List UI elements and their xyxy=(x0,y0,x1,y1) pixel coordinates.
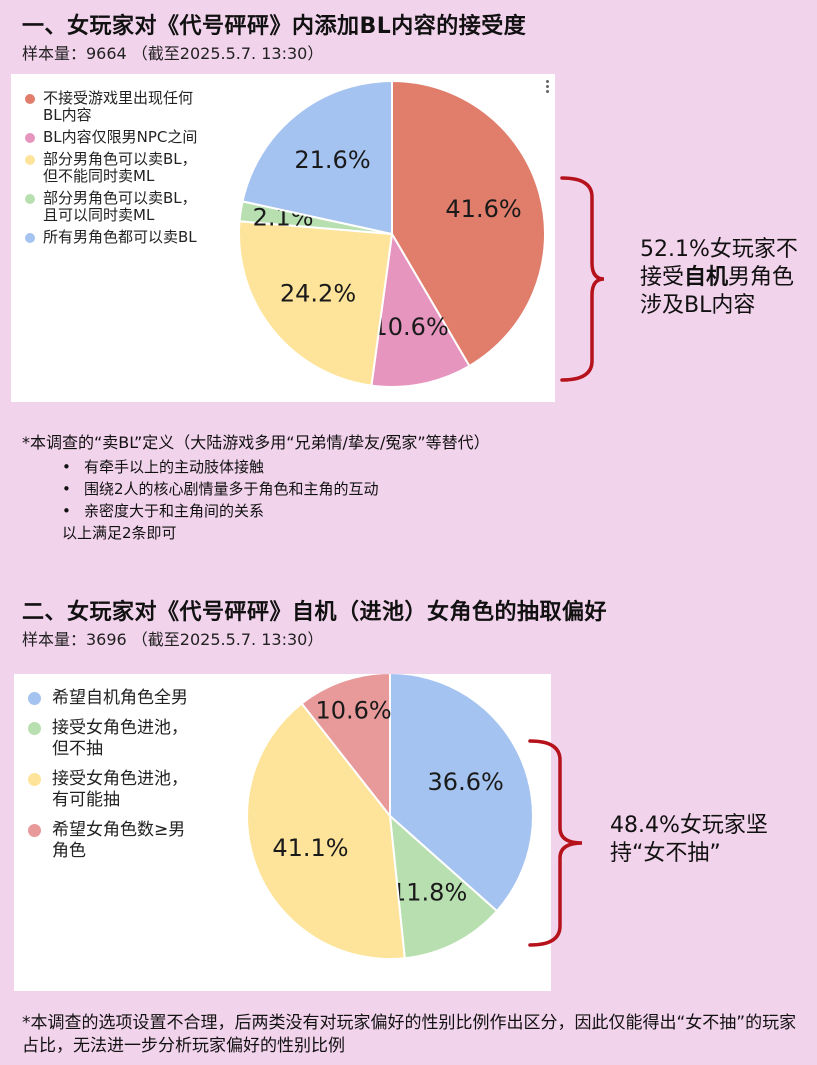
legend-label: 角色 xyxy=(52,841,86,861)
legend-swatch xyxy=(28,773,41,786)
legend-item[interactable]: 不接受游戏里出现任何 BL内容 xyxy=(25,90,235,124)
legend-label: 接受女角色进池， xyxy=(52,718,188,738)
chart2-panel: 希望自机角色全男 接受女角色进池， 但不抽 接受女角色进池， 有可能抽 希望女角色数≥男角… xyxy=(14,674,551,991)
legend-label: 但不能同时卖ML xyxy=(43,167,155,185)
more-options-icon[interactable] xyxy=(546,80,549,95)
legend-swatch xyxy=(25,194,35,204)
chart2-brace-icon xyxy=(528,739,583,947)
section2-title: 二、女玩家对《代号砰砰》自机（进池）女角色的抽取偏好 xyxy=(22,600,608,625)
chart2-legend: 希望自机角色全男 接受女角色进池， 但不抽 接受女角色进池， 有可能抽 希望女角色数≥男角… xyxy=(28,688,243,871)
chart1-pie: 41.6%10.6%24.2%2.1%21.6% xyxy=(238,79,546,388)
definition-item: 有牵手以上的主动肢体接触 xyxy=(62,456,379,478)
slice-value-label: 41.1% xyxy=(272,834,348,862)
legend-label: 接受女角色进池， xyxy=(52,769,188,789)
legend-swatch xyxy=(25,233,35,243)
legend-label: 且可以同时卖ML xyxy=(43,206,155,224)
section2-sample-size: 样本量：3696 （截至2025.5.7. 13:30） xyxy=(22,630,324,649)
legend-item[interactable]: 部分男角色可以卖BL， 但不能同时卖ML xyxy=(25,151,235,185)
pie-slice[interactable] xyxy=(391,79,546,368)
legend-label: 不接受游戏里出现任何 xyxy=(43,89,194,107)
pie-slice[interactable] xyxy=(300,674,391,819)
legend-swatch xyxy=(25,133,35,143)
legend-label: BL内容仅限男NPC之间 xyxy=(43,128,198,146)
definition-list: 有牵手以上的主动肢体接触 围绕2人的核心剧情量多于角色和主角的互动 亲密度大于和… xyxy=(62,456,379,522)
legend-item[interactable]: 希望自机角色全男 xyxy=(28,688,243,709)
legend-label: 希望自机角色全男 xyxy=(52,688,188,708)
pie-slice[interactable] xyxy=(388,813,499,960)
chart1-panel: 不接受游戏里出现任何 BL内容 BL内容仅限男NPC之间 部分男角色可以卖BL， 但不能… xyxy=(11,74,555,402)
legend-label: 部分男角色可以卖BL， xyxy=(43,189,197,207)
legend-item[interactable]: BL内容仅限男NPC之间 xyxy=(25,129,235,146)
slice-value-label: 36.6% xyxy=(428,768,504,796)
section1-sample-size: 样本量：9664 （截至2025.5.7. 13:30） xyxy=(22,44,324,63)
legend-label: 部分男角色可以卖BL， xyxy=(43,150,197,168)
chart2-pie: 36.6% 11.8% 41.1% 10.6% xyxy=(246,674,534,960)
legend-label: BL内容 xyxy=(43,106,92,124)
definition-item: 亲密度大于和主角间的关系 xyxy=(62,500,379,522)
legend-swatch xyxy=(28,824,41,837)
legend-item[interactable]: 希望女角色数≥男 角色 xyxy=(28,820,243,862)
legend-swatch xyxy=(25,94,35,104)
footnote: *本调查的选项设置不合理，后两类没有对玩家偏好的性别比例作出区分，因此仅能得出“… xyxy=(22,1013,797,1056)
section1-title: 一、女玩家对《代号砰砰》内添加BL内容的接受度 xyxy=(22,14,527,39)
slice-value-label: 24.2% xyxy=(280,279,356,307)
legend-item[interactable]: 所有男角色都可以卖BL xyxy=(25,229,235,246)
pie-slice[interactable] xyxy=(389,674,534,913)
legend-swatch xyxy=(28,692,41,705)
legend-label: 但不抽 xyxy=(52,739,103,759)
pie-slice[interactable] xyxy=(370,230,471,388)
slice-value-label: 41.6% xyxy=(445,195,521,223)
legend-item[interactable]: 接受女角色进池， 有可能抽 xyxy=(28,769,243,811)
slice-value-label: 10.6% xyxy=(315,697,391,725)
chart1-legend: 不接受游戏里出现任何 BL内容 BL内容仅限男NPC之间 部分男角色可以卖BL， 但不能… xyxy=(25,90,235,251)
legend-item[interactable]: 部分男角色可以卖BL， 且可以同时卖ML xyxy=(25,190,235,224)
pie-slice[interactable] xyxy=(246,702,406,960)
chart1-brace-icon xyxy=(560,176,605,382)
definition-item: 围绕2人的核心剧情量多于角色和主角的互动 xyxy=(62,478,379,500)
slice-value-label: 11.8% xyxy=(391,878,467,906)
legend-item[interactable]: 接受女角色进池， 但不抽 xyxy=(28,718,243,760)
chart1-callout: 52.1%女玩家不接受自机男角色涉及BL内容 xyxy=(640,237,798,318)
pie-slice[interactable] xyxy=(241,79,393,236)
legend-label: 希望女角色数≥男 xyxy=(52,820,186,840)
chart2-callout: 48.4%女玩家坚持“女不抽” xyxy=(610,813,768,866)
slice-value-label: 10.6% xyxy=(373,313,449,341)
definition-conclusion: 以上满足2条即可 xyxy=(62,524,177,542)
legend-swatch xyxy=(28,722,41,735)
pie-slice[interactable] xyxy=(238,220,394,387)
legend-swatch xyxy=(25,155,35,165)
slice-value-label: 21.6% xyxy=(294,146,370,174)
legend-label: 有可能抽 xyxy=(52,790,120,810)
definition-note: *本调查的“卖BL”定义（大陆游戏多用“兄弟情/挚友/冤家”等替代） xyxy=(22,433,490,452)
legend-label: 所有男角色都可以卖BL xyxy=(43,228,197,246)
